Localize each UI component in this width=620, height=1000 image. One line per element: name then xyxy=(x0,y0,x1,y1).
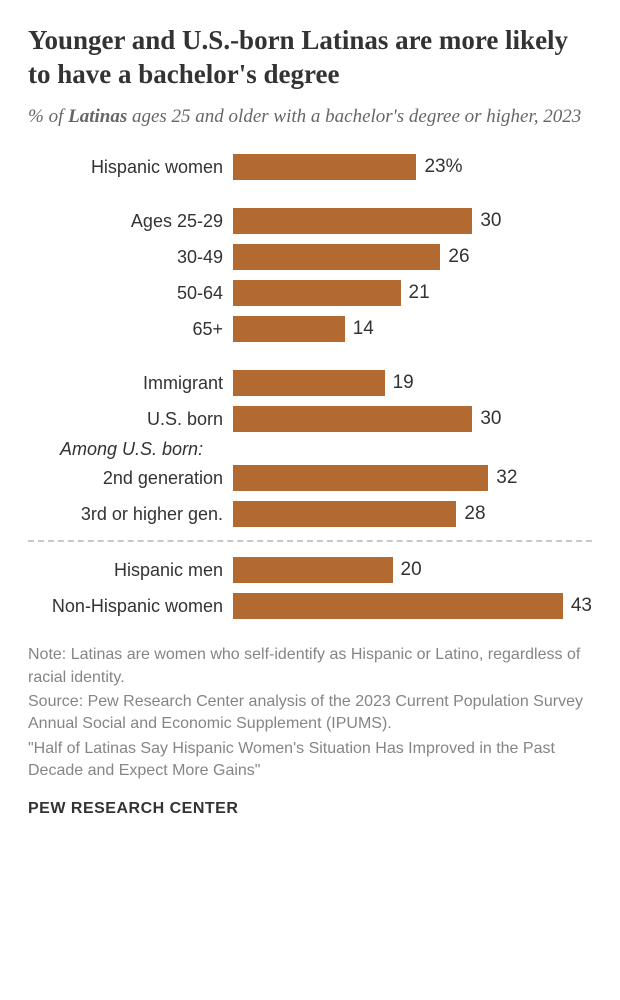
group-gap xyxy=(28,349,592,367)
bar xyxy=(233,465,488,491)
bar xyxy=(233,316,345,342)
chart-notes: Note: Latinas are women who self-identif… xyxy=(28,644,592,782)
bar-value: 26 xyxy=(448,246,469,268)
bar-label: 3rd or higher gen. xyxy=(28,504,233,525)
bar-label: U.S. born xyxy=(28,409,233,430)
bar xyxy=(233,406,472,432)
note-line: "Half of Latinas Say Hispanic Women's Si… xyxy=(28,738,592,783)
bar-row: Immigrant 19 xyxy=(28,367,592,399)
bar xyxy=(233,244,440,270)
bar-zone: 14 xyxy=(233,316,592,342)
bar-row: 30-49 26 xyxy=(28,241,592,273)
bar-value: 30 xyxy=(480,408,501,430)
subtitle-emph: Latinas xyxy=(68,106,127,127)
bar-row: 50-64 21 xyxy=(28,277,592,309)
bar-row: 65+ 14 xyxy=(28,313,592,345)
section-divider xyxy=(28,540,592,542)
bar-value: 21 xyxy=(409,282,430,304)
bar-zone: 43 xyxy=(233,593,592,619)
bar-value: 20 xyxy=(401,559,422,581)
bar-zone: 26 xyxy=(233,244,592,270)
bar-label: 50-64 xyxy=(28,283,233,304)
group-subhead: Among U.S. born: xyxy=(60,439,592,460)
bar-label: 30-49 xyxy=(28,247,233,268)
bar-value: 19 xyxy=(393,372,414,394)
bar-label: Hispanic women xyxy=(28,157,233,178)
bar xyxy=(233,501,456,527)
bar-zone: 32 xyxy=(233,465,592,491)
brand-footer: PEW RESEARCH CENTER xyxy=(28,800,592,818)
bar-row: 3rd or higher gen. 28 xyxy=(28,498,592,530)
subtitle-pre: % of xyxy=(28,106,68,127)
bar-zone: 28 xyxy=(233,501,592,527)
bar-label: 2nd generation xyxy=(28,468,233,489)
bar-zone: 21 xyxy=(233,280,592,306)
bar-value: 43 xyxy=(571,595,592,617)
bar-zone: 19 xyxy=(233,370,592,396)
chart-subtitle: % of Latinas ages 25 and older with a ba… xyxy=(28,104,592,130)
bar-value: 28 xyxy=(464,503,485,525)
bar-label: Immigrant xyxy=(28,373,233,394)
bar-label: 65+ xyxy=(28,319,233,340)
bar-chart: Hispanic women 23% Ages 25-29 30 30-49 26 50-6… xyxy=(28,151,592,622)
bar-label: Ages 25-29 xyxy=(28,211,233,232)
bar xyxy=(233,370,385,396)
group-gap xyxy=(28,187,592,205)
bar-zone: 20 xyxy=(233,557,592,583)
subtitle-post: ages 25 and older with a bachelor's degr… xyxy=(127,106,581,127)
bar-zone: 23% xyxy=(233,154,592,180)
bar xyxy=(233,208,472,234)
bar-value: 30 xyxy=(480,210,501,232)
bar-row: Ages 25-29 30 xyxy=(28,205,592,237)
bar-label: Hispanic men xyxy=(28,560,233,581)
bar-value: 23% xyxy=(424,156,462,178)
bar-label: Non-Hispanic women xyxy=(28,596,233,617)
bar xyxy=(233,154,416,180)
bar-zone: 30 xyxy=(233,208,592,234)
bar xyxy=(233,593,563,619)
bar-value: 32 xyxy=(496,467,517,489)
note-line: Note: Latinas are women who self-identif… xyxy=(28,644,592,689)
bar-row: Hispanic men 20 xyxy=(28,554,592,586)
bar-row: Hispanic women 23% xyxy=(28,151,592,183)
bar-value: 14 xyxy=(353,318,374,340)
bar-row: 2nd generation 32 xyxy=(28,462,592,494)
note-line: Source: Pew Research Center analysis of … xyxy=(28,691,592,736)
bar-row: Non-Hispanic women 43 xyxy=(28,590,592,622)
bar-row: U.S. born 30 xyxy=(28,403,592,435)
bar-zone: 30 xyxy=(233,406,592,432)
bar xyxy=(233,557,393,583)
bar xyxy=(233,280,401,306)
chart-title: Younger and U.S.-born Latinas are more l… xyxy=(28,24,592,92)
